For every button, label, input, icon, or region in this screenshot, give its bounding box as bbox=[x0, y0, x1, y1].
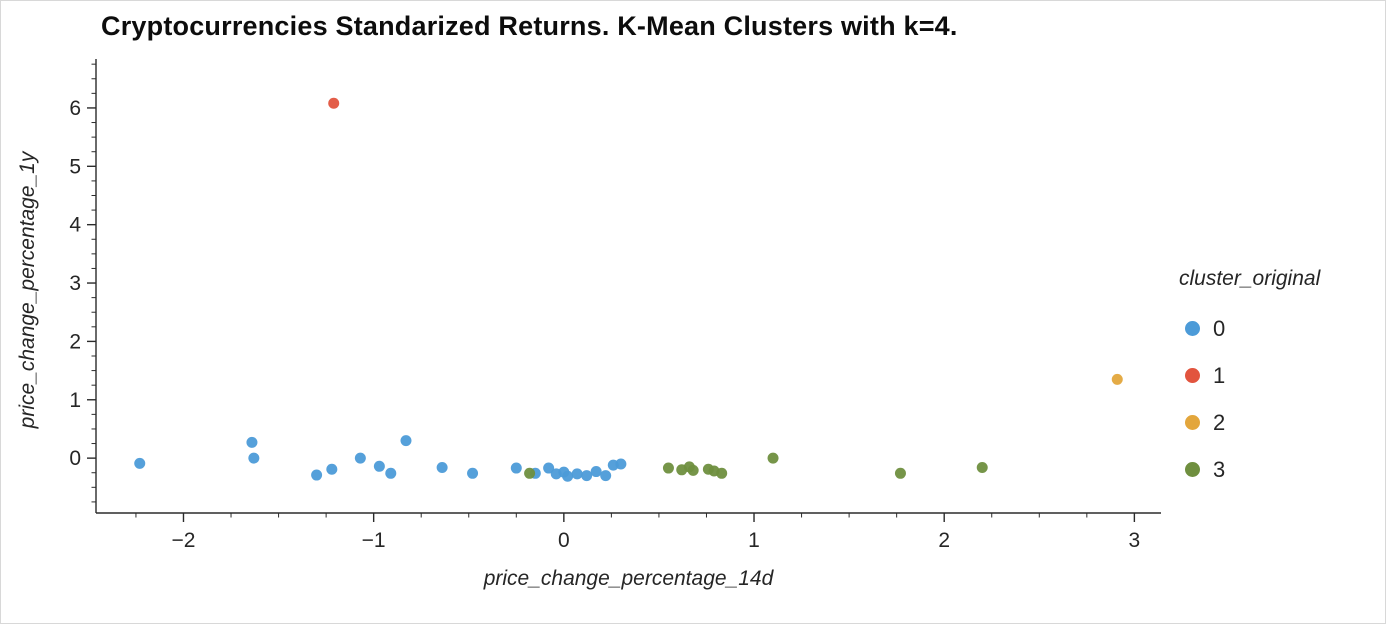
data-point-cluster-3 bbox=[687, 464, 699, 476]
legend-label-0: 0 bbox=[1213, 315, 1226, 341]
x-tick-label: 3 bbox=[1129, 529, 1141, 552]
data-point-cluster-3 bbox=[894, 467, 906, 479]
legend-swatch-2 bbox=[1185, 415, 1200, 430]
data-point-cluster-0 bbox=[354, 452, 366, 464]
data-point-cluster-0 bbox=[590, 466, 602, 478]
data-point-cluster-0 bbox=[311, 469, 323, 481]
legend: cluster_original 0 1 2 3 bbox=[1179, 267, 1320, 493]
legend-swatch-0 bbox=[1185, 321, 1200, 336]
data-point-cluster-0 bbox=[246, 436, 258, 448]
data-point-cluster-0 bbox=[436, 461, 448, 473]
y-tick-label: 0 bbox=[69, 447, 81, 470]
legend-title: cluster_original bbox=[1179, 267, 1321, 290]
y-tick-label: 6 bbox=[69, 97, 81, 120]
legend-entry-2: 2 bbox=[1179, 399, 1320, 446]
data-point-cluster-3 bbox=[976, 461, 988, 473]
data-point-cluster-0 bbox=[615, 458, 627, 470]
legend-label-2: 2 bbox=[1213, 409, 1226, 435]
data-point-cluster-0 bbox=[326, 463, 338, 475]
data-point-cluster-0 bbox=[571, 468, 583, 480]
data-point-cluster-1 bbox=[328, 97, 340, 109]
data-point-cluster-0 bbox=[373, 460, 385, 472]
chart-title: Cryptocurrencies Standarized Returns. K-… bbox=[101, 11, 958, 41]
y-tick-label: 4 bbox=[69, 214, 81, 237]
y-tick-label: 5 bbox=[69, 155, 81, 178]
legend-label-3: 3 bbox=[1213, 456, 1226, 482]
data-point-cluster-2 bbox=[1111, 373, 1123, 385]
data-point-cluster-0 bbox=[467, 467, 479, 479]
data-point-cluster-3 bbox=[662, 462, 674, 474]
data-point-cluster-0 bbox=[510, 462, 522, 474]
data-point-cluster-0 bbox=[543, 462, 555, 474]
data-point-cluster-3 bbox=[767, 452, 779, 464]
x-axis-title: price_change_percentage_14d bbox=[483, 567, 774, 590]
data-point-cluster-3 bbox=[716, 467, 728, 479]
y-tick-label: 2 bbox=[69, 330, 81, 353]
y-tick-label: 3 bbox=[69, 272, 81, 295]
legend-entry-1: 1 bbox=[1179, 352, 1320, 399]
data-point-cluster-0 bbox=[248, 452, 260, 464]
legend-label-1: 1 bbox=[1213, 362, 1226, 388]
data-point-cluster-0 bbox=[134, 457, 146, 469]
data-point-cluster-0 bbox=[600, 470, 612, 482]
x-tick-label: 1 bbox=[748, 529, 760, 552]
y-tick-label: 1 bbox=[69, 389, 81, 412]
y-axis-title: price_change_percentage_1y bbox=[16, 151, 39, 429]
legend-entry-0: 0 bbox=[1179, 305, 1320, 352]
legend-entry-3: 3 bbox=[1179, 446, 1320, 493]
data-point-cluster-0 bbox=[581, 470, 593, 482]
legend-entries: 0 1 2 3 bbox=[1179, 305, 1320, 493]
data-point-cluster-3 bbox=[524, 467, 536, 479]
data-point-cluster-0 bbox=[400, 435, 412, 447]
x-tick-label: −2 bbox=[172, 529, 196, 552]
x-tick-label: −1 bbox=[362, 529, 386, 552]
legend-swatch-1 bbox=[1185, 368, 1200, 383]
data-point-cluster-0 bbox=[385, 467, 397, 479]
legend-swatch-3 bbox=[1185, 462, 1200, 477]
x-tick-label: 0 bbox=[558, 529, 570, 552]
data-point-cluster-0 bbox=[562, 470, 574, 482]
x-tick-label: 2 bbox=[938, 529, 950, 552]
